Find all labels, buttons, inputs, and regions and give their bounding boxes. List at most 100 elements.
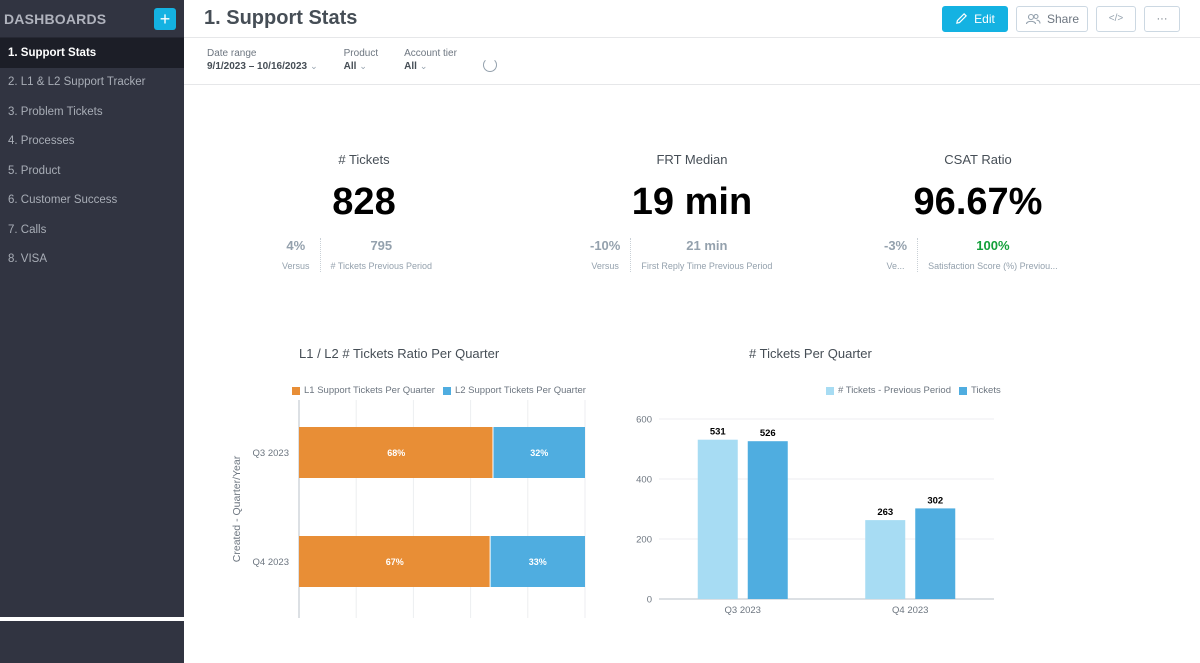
filter-bar: Date range 9/1/2023 – 10/16/2023 ⌄ Produc… bbox=[184, 38, 1200, 85]
axis-label: Created - Quarter/Year bbox=[231, 455, 243, 562]
category-label: Q4 2023 bbox=[892, 605, 928, 616]
kpi-change: 4% bbox=[286, 238, 306, 253]
data-label: 302 bbox=[927, 495, 943, 506]
sidebar-item-visa[interactable]: 8. VISA bbox=[8, 253, 47, 266]
data-label: 33% bbox=[529, 557, 547, 567]
edit-label: Edit bbox=[974, 11, 995, 26]
kpi-title: # Tickets bbox=[338, 152, 390, 167]
bar bbox=[865, 520, 906, 599]
chart-title: L1 / L2 # Tickets Ratio Per Quarter bbox=[299, 346, 500, 361]
data-label: 68% bbox=[387, 448, 405, 458]
sidebar-item-customer-success[interactable]: 6. Customer Success bbox=[8, 194, 118, 207]
reload-icon[interactable] bbox=[482, 58, 497, 72]
kpi-value: 19 min bbox=[631, 181, 753, 223]
kpi-previous: 795 bbox=[370, 238, 393, 253]
tickets-bar-chart: 0 200 400 600 Q3 2023 531 526 Q4 2023 263 302 bbox=[636, 415, 994, 616]
chevron-down-icon: ⌄ bbox=[359, 61, 367, 71]
legend-item[interactable]: # Tickets - Previous Period bbox=[826, 385, 951, 396]
data-label: 531 bbox=[710, 427, 727, 438]
product-filter[interactable]: Product All ⌄ bbox=[344, 48, 378, 72]
sidebar-header: DASHBOARDS + bbox=[0, 0, 184, 38]
legend-swatch bbox=[959, 386, 967, 395]
divider bbox=[917, 238, 919, 272]
top-bar: 1. Support Stats Edit Share </> ··· bbox=[184, 0, 1200, 38]
category-label: Q4 2023 bbox=[253, 557, 289, 568]
sidebar-divider bbox=[0, 617, 184, 621]
divider bbox=[319, 238, 321, 272]
data-label: 67% bbox=[386, 557, 404, 567]
kpi-title: FRT Median bbox=[656, 152, 728, 167]
bar-segment bbox=[493, 427, 585, 478]
kpi-change-label: Versus bbox=[282, 261, 310, 271]
kpi-change-label: Versus bbox=[591, 261, 619, 271]
sidebar: DASHBOARDS + 1. Support Stats 2. L1 & L2… bbox=[0, 0, 184, 663]
chevron-down-icon: ⌄ bbox=[419, 61, 428, 71]
share-button[interactable]: Share bbox=[1016, 5, 1088, 32]
edit-button[interactable]: Edit bbox=[942, 5, 1008, 32]
legend-item[interactable]: L2 Support Tickets Per Quarter bbox=[442, 385, 586, 396]
category-label: Q3 2023 bbox=[253, 448, 289, 459]
kpi-previous-label: Satisfaction Score (%) Previou... bbox=[928, 261, 1058, 271]
kpi-previous-label: # Tickets Previous Period bbox=[330, 261, 433, 271]
more-button[interactable]: ··· bbox=[1144, 5, 1180, 32]
chart-legend: L1 Support Tickets Per Quarter L2 Suppor… bbox=[292, 385, 594, 396]
code-icon: </> bbox=[1108, 13, 1124, 24]
filter-value: All bbox=[343, 61, 357, 72]
sidebar-item-support-stats[interactable]: 1. Support Stats bbox=[0, 38, 184, 68]
sidebar-title: DASHBOARDS bbox=[4, 10, 107, 27]
sidebar-item-problem-tickets[interactable]: 3. Problem Tickets bbox=[8, 105, 103, 118]
legend-label: # Tickets - Previous Period bbox=[838, 385, 951, 396]
legend-swatch bbox=[826, 386, 834, 395]
filter-label: Account tier bbox=[404, 48, 457, 59]
bar-segment bbox=[490, 536, 585, 587]
date-range-filter[interactable]: Date range 9/1/2023 – 10/16/2023 ⌄ bbox=[207, 48, 318, 72]
kpi-previous-label: First Reply Time Previous Period bbox=[641, 261, 773, 271]
legend-label: L2 Support Tickets Per Quarter bbox=[454, 385, 586, 396]
data-label: 526 bbox=[760, 428, 776, 439]
kpi-value: 96.67% bbox=[913, 181, 1043, 223]
users-icon bbox=[1025, 13, 1041, 24]
main-area: 1. Support Stats Edit Share </> ··· Date… bbox=[184, 0, 1200, 663]
page-title: 1. Support Stats bbox=[204, 7, 358, 29]
sidebar-item-l1-l2-support-tracker[interactable]: 2. L1 & L2 Support Tracker bbox=[8, 76, 146, 89]
kpi-change: -10% bbox=[590, 238, 621, 253]
share-label: Share bbox=[1046, 11, 1080, 26]
legend-swatch bbox=[442, 386, 451, 395]
kpi-previous: 21 min bbox=[686, 238, 728, 253]
embed-button[interactable]: </> bbox=[1096, 5, 1136, 32]
legend-item[interactable]: Tickets bbox=[959, 385, 1001, 396]
kpi-title: CSAT Ratio bbox=[944, 152, 1012, 167]
add-dashboard-button[interactable]: + bbox=[154, 7, 176, 30]
chart-legend: # Tickets - Previous Period Tickets bbox=[826, 385, 1009, 396]
dashboard-list: 1. Support Stats 2. L1 & L2 Support Trac… bbox=[0, 38, 184, 274]
kpi-csat-compare: -3% Ve... 100% Satisfaction Score (%) Prev… bbox=[884, 238, 1058, 272]
kpi-change-label: Ve... bbox=[886, 261, 905, 271]
kpi-change: -3% bbox=[884, 238, 908, 253]
kpi-csat-ratio: CSAT Ratio 96.67% bbox=[878, 152, 1078, 224]
bar bbox=[915, 508, 956, 599]
data-label: 263 bbox=[877, 507, 893, 518]
bar bbox=[747, 441, 788, 599]
bar-segment bbox=[299, 536, 490, 587]
sidebar-item-processes[interactable]: 4. Processes bbox=[8, 135, 75, 148]
ratio-bar-chart: Created - Quarter/Year Q3 2023 68% 32% Q4 20… bbox=[231, 400, 586, 618]
legend-swatch bbox=[292, 386, 300, 395]
more-icon: ··· bbox=[1156, 12, 1168, 25]
account-tier-filter[interactable]: Account tier All ⌄ bbox=[404, 48, 457, 72]
divider bbox=[630, 238, 632, 272]
chevron-down-icon: ⌄ bbox=[310, 61, 318, 71]
filter-label: Date range bbox=[207, 48, 257, 59]
filter-value: 9/1/2023 – 10/16/2023 bbox=[207, 61, 308, 72]
legend-label: Tickets bbox=[971, 385, 1001, 396]
data-label: 32% bbox=[530, 448, 548, 458]
pencil-icon bbox=[956, 13, 968, 24]
tick-label: 400 bbox=[636, 475, 652, 486]
kpi-value: 828 bbox=[332, 181, 396, 223]
tick-label: 600 bbox=[636, 415, 652, 426]
sidebar-item-product[interactable]: 5. Product bbox=[8, 164, 61, 177]
bar-segment bbox=[299, 427, 493, 478]
kpi-tickets: # Tickets 828 bbox=[264, 152, 464, 224]
kpi-previous: 100% bbox=[976, 238, 1010, 253]
legend-item[interactable]: L1 Support Tickets Per Quarter bbox=[292, 385, 435, 396]
sidebar-item-calls[interactable]: 7. Calls bbox=[8, 223, 47, 236]
